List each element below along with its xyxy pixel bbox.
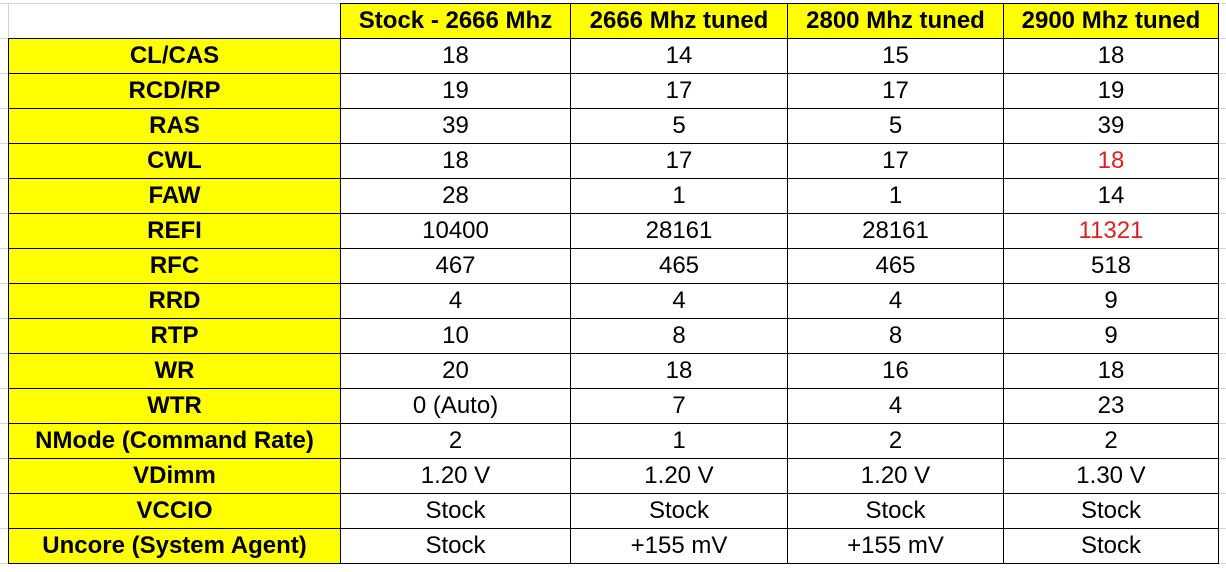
value-cell[interactable]: 9 xyxy=(1003,318,1219,354)
value-cell[interactable]: 17 xyxy=(787,73,1004,109)
row-header[interactable]: RTP xyxy=(8,318,341,354)
value-cell[interactable]: 11321 xyxy=(1003,213,1219,249)
data-row: VCCIO Stock Stock Stock Stock xyxy=(8,493,1219,529)
data-row: RCD/RP 19 17 17 19 xyxy=(8,73,1219,109)
value-cell[interactable]: 17 xyxy=(570,73,788,109)
value-cell[interactable]: 14 xyxy=(570,38,788,74)
column-header[interactable]: 2800 Mhz tuned xyxy=(787,3,1004,39)
value-cell[interactable]: 2 xyxy=(787,423,1004,459)
value-cell[interactable]: 4 xyxy=(570,283,788,319)
value-cell[interactable]: Stock xyxy=(1003,528,1219,564)
row-header[interactable]: FAW xyxy=(8,178,341,214)
column-header[interactable]: Stock - 2666 Mhz xyxy=(340,3,571,39)
value-cell[interactable]: 4 xyxy=(340,283,571,319)
value-cell[interactable]: 0 (Auto) xyxy=(340,388,571,424)
data-row: FAW 28 1 1 14 xyxy=(8,178,1219,214)
data-row: CL/CAS 18 14 15 18 xyxy=(8,38,1219,74)
value-cell[interactable]: 467 xyxy=(340,248,571,284)
timings-table: Stock - 2666 Mhz 2666 Mhz tuned 2800 Mhz t… xyxy=(8,3,1219,564)
value-cell[interactable]: 18 xyxy=(570,353,788,389)
value-cell[interactable]: 23 xyxy=(1003,388,1219,424)
value-cell[interactable]: 8 xyxy=(570,318,788,354)
value-cell[interactable]: 2 xyxy=(1003,423,1219,459)
value-cell[interactable]: 18 xyxy=(340,143,571,179)
value-cell[interactable]: 17 xyxy=(570,143,788,179)
value-cell[interactable]: 10400 xyxy=(340,213,571,249)
value-cell[interactable]: 9 xyxy=(1003,283,1219,319)
value-cell[interactable]: 14 xyxy=(1003,178,1219,214)
value-cell[interactable]: 10 xyxy=(340,318,571,354)
data-row: CWL 18 17 17 18 xyxy=(8,143,1219,179)
value-cell[interactable]: 17 xyxy=(787,143,1004,179)
row-header[interactable]: RCD/RP xyxy=(8,73,341,109)
value-cell[interactable]: 1.20 V xyxy=(787,458,1004,494)
data-row: NMode (Command Rate) 2 1 2 2 xyxy=(8,423,1219,459)
value-cell[interactable]: 4 xyxy=(787,388,1004,424)
data-row: REFI 10400 28161 28161 11321 xyxy=(8,213,1219,249)
value-cell[interactable]: +155 mV xyxy=(787,528,1004,564)
value-cell[interactable]: Stock xyxy=(787,493,1004,529)
value-cell[interactable]: 465 xyxy=(570,248,788,284)
row-header[interactable]: RFC xyxy=(8,248,341,284)
row-header[interactable]: RAS xyxy=(8,108,341,144)
value-cell[interactable]: 18 xyxy=(1003,143,1219,179)
data-row: RTP 10 8 8 9 xyxy=(8,318,1219,354)
value-cell[interactable]: 28 xyxy=(340,178,571,214)
row-header[interactable]: VCCIO xyxy=(8,493,341,529)
row-header[interactable]: Uncore (System Agent) xyxy=(8,528,341,564)
value-cell[interactable]: 1.30 V xyxy=(1003,458,1219,494)
data-row: Uncore (System Agent) Stock +155 mV +155 mV… xyxy=(8,528,1219,564)
row-header[interactable]: CL/CAS xyxy=(8,38,341,74)
data-row: RAS 39 5 5 39 xyxy=(8,108,1219,144)
data-row: VDimm 1.20 V 1.20 V 1.20 V 1.30 V xyxy=(8,458,1219,494)
value-cell[interactable]: 28161 xyxy=(787,213,1004,249)
value-cell[interactable]: Stock xyxy=(340,528,571,564)
value-cell[interactable]: 8 xyxy=(787,318,1004,354)
value-cell[interactable]: Stock xyxy=(1003,493,1219,529)
value-cell[interactable]: 1.20 V xyxy=(570,458,788,494)
value-cell[interactable]: 18 xyxy=(1003,353,1219,389)
row-header[interactable]: REFI xyxy=(8,213,341,249)
data-row: RFC 467 465 465 518 xyxy=(8,248,1219,284)
value-cell[interactable]: 15 xyxy=(787,38,1004,74)
header-row: Stock - 2666 Mhz 2666 Mhz tuned 2800 Mhz t… xyxy=(8,3,1219,39)
value-cell[interactable]: 39 xyxy=(1003,108,1219,144)
value-cell[interactable]: 19 xyxy=(1003,73,1219,109)
value-cell[interactable]: 518 xyxy=(1003,248,1219,284)
data-row: WTR 0 (Auto) 7 4 23 xyxy=(8,388,1219,424)
value-cell[interactable]: 1 xyxy=(787,178,1004,214)
value-cell[interactable]: 1 xyxy=(570,423,788,459)
value-cell[interactable]: 18 xyxy=(1003,38,1219,74)
value-cell[interactable]: 7 xyxy=(570,388,788,424)
row-header[interactable]: NMode (Command Rate) xyxy=(8,423,341,459)
value-cell[interactable]: 4 xyxy=(787,283,1004,319)
row-header[interactable]: VDimm xyxy=(8,458,341,494)
value-cell[interactable]: 5 xyxy=(570,108,788,144)
value-cell[interactable]: 19 xyxy=(340,73,571,109)
value-cell[interactable]: 18 xyxy=(340,38,571,74)
value-cell[interactable]: 39 xyxy=(340,108,571,144)
row-header[interactable]: CWL xyxy=(8,143,341,179)
row-header[interactable]: RRD xyxy=(8,283,341,319)
row-header[interactable]: WTR xyxy=(8,388,341,424)
value-cell[interactable]: Stock xyxy=(340,493,571,529)
value-cell[interactable]: +155 mV xyxy=(570,528,788,564)
value-cell[interactable]: 5 xyxy=(787,108,1004,144)
value-cell[interactable]: 1 xyxy=(570,178,788,214)
data-row: WR 20 18 16 18 xyxy=(8,353,1219,389)
value-cell[interactable]: 465 xyxy=(787,248,1004,284)
data-row: RRD 4 4 4 9 xyxy=(8,283,1219,319)
corner-cell xyxy=(8,3,341,39)
column-header[interactable]: 2900 Mhz tuned xyxy=(1003,3,1219,39)
value-cell[interactable]: 20 xyxy=(340,353,571,389)
value-cell[interactable]: 16 xyxy=(787,353,1004,389)
value-cell[interactable]: Stock xyxy=(570,493,788,529)
row-header[interactable]: WR xyxy=(8,353,341,389)
value-cell[interactable]: 1.20 V xyxy=(340,458,571,494)
value-cell[interactable]: 2 xyxy=(340,423,571,459)
column-header[interactable]: 2666 Mhz tuned xyxy=(570,3,788,39)
value-cell[interactable]: 28161 xyxy=(570,213,788,249)
